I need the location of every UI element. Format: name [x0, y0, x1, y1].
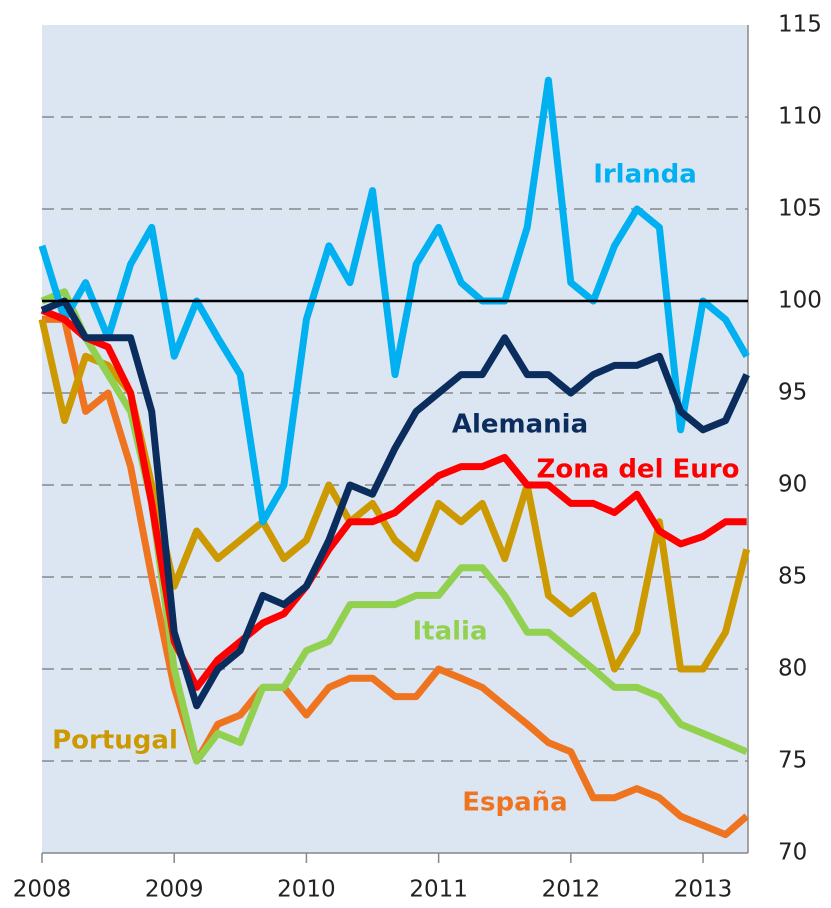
series-label: Alemania	[452, 410, 588, 440]
y-tick-label: 105	[778, 196, 822, 222]
series-line	[40, 306, 747, 691]
series-label: Portugal	[52, 726, 178, 756]
series-label: España	[462, 788, 567, 818]
y-tick-label: 85	[778, 564, 807, 590]
series-label: Italia	[412, 617, 487, 647]
y-tick-label: 110	[778, 104, 822, 130]
y-tick-label: 90	[778, 472, 807, 498]
x-tick-label: 2012	[542, 877, 601, 903]
y-tick-label: 75	[778, 748, 807, 774]
series-line	[38, 76, 750, 526]
x-tick-label: 2009	[145, 877, 204, 903]
series-line	[40, 297, 750, 710]
y-tick-label: 80	[778, 656, 807, 682]
x-tick-label: 2011	[409, 877, 468, 903]
series-label: Irlanda	[593, 160, 697, 190]
x-tick-label: 2013	[674, 877, 733, 903]
x-tick-label: 2010	[277, 877, 336, 903]
y-tick-label: 70	[778, 840, 807, 866]
series-label: Zona del Euro	[537, 455, 740, 485]
plot-area	[42, 25, 748, 853]
series-line	[42, 315, 749, 839]
y-tick-label: 95	[778, 380, 807, 406]
y-tick-label: 100	[778, 288, 822, 314]
y-tick-label: 115	[778, 12, 822, 38]
x-tick-label: 2008	[13, 877, 72, 903]
